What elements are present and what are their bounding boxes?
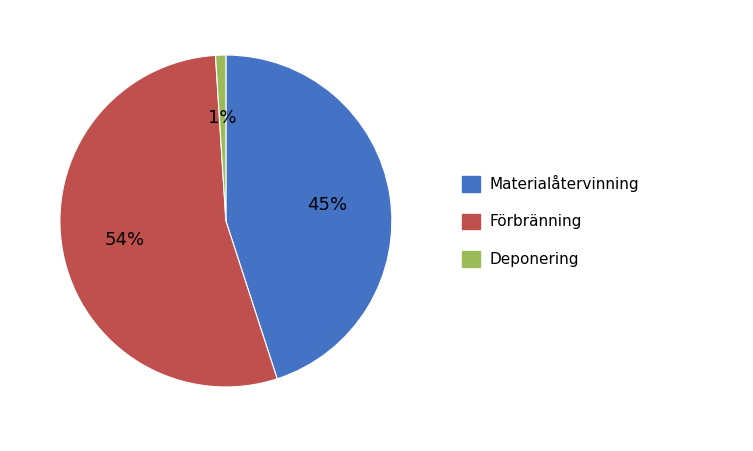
Text: 45%: 45% bbox=[307, 196, 348, 214]
Wedge shape bbox=[60, 55, 277, 387]
Text: 1%: 1% bbox=[209, 109, 237, 127]
Text: 54%: 54% bbox=[105, 231, 145, 249]
Wedge shape bbox=[215, 55, 226, 221]
Wedge shape bbox=[226, 55, 392, 379]
Legend: Materialåtervinning, Förbränning, Deponering: Materialåtervinning, Förbränning, Depone… bbox=[462, 175, 639, 267]
